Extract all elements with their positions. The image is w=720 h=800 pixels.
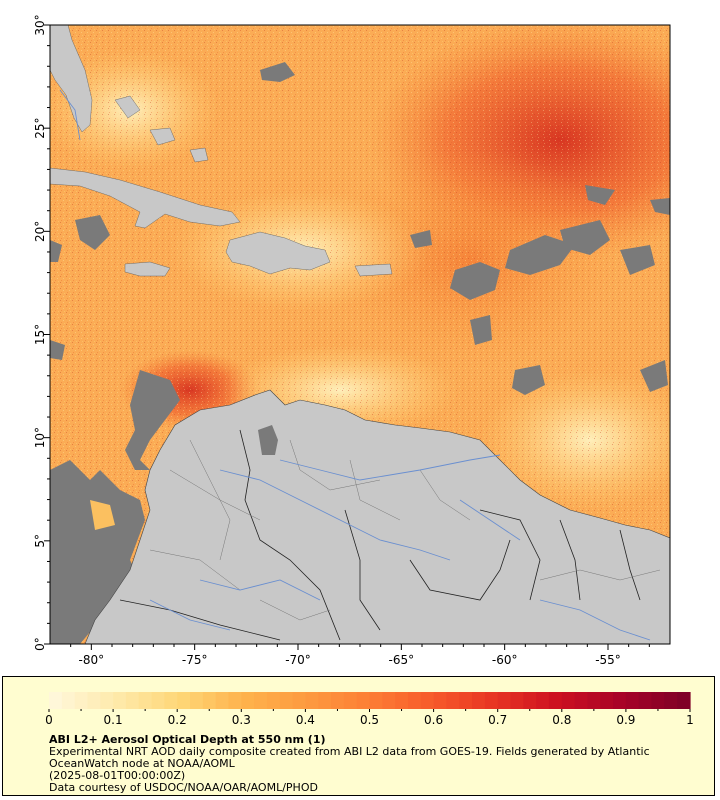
colorbar-swatch	[459, 692, 473, 709]
colorbar-swatch	[190, 692, 204, 709]
colorbar-swatch	[125, 692, 140, 709]
colorbar-swatch	[382, 692, 396, 709]
colorbar-swatch	[395, 692, 409, 709]
lake-maracaibo	[258, 425, 278, 455]
y-tick-label: 25°	[33, 118, 47, 139]
colorbar-swatch	[407, 692, 422, 709]
colorbar-swatch	[510, 692, 524, 709]
colorbar-swatch	[164, 692, 178, 709]
bahamas	[114, 95, 209, 163]
south-america	[84, 389, 670, 644]
colorbar-swatch	[343, 692, 358, 709]
colorbar-tick-label: 0.2	[168, 713, 187, 727]
axis-ticks: -80° -75° -70° -65° -60° -55° 30° 25° 20° 15° 10° 5…	[33, 14, 650, 665]
x-tick-label: -60°	[492, 653, 518, 665]
colorbar-swatch	[625, 692, 640, 709]
colorbar-swatch	[138, 692, 153, 709]
colorbar-swatch	[241, 692, 255, 709]
legend-credit: Data courtesy of USDOC/NOAA/OAR/AOML/PHO…	[49, 781, 318, 794]
colorbar-swatch	[228, 692, 242, 709]
y-tick-label: 15°	[33, 324, 47, 345]
legend-title: ABI L2+ Aerosol Optical Depth at 550 nm …	[49, 733, 326, 746]
jamaica	[124, 261, 171, 277]
colorbar-swatch	[446, 692, 460, 709]
colorbar-tick-label: 0.8	[552, 713, 571, 727]
legend-description: Experimental NRT AOD daily composite cre…	[49, 745, 650, 770]
colorbar-swatch	[177, 692, 191, 709]
colorbar-tick-label: 0.9	[616, 713, 635, 727]
hispaniola	[225, 231, 331, 275]
colorbar-swatch	[356, 692, 371, 709]
legend-date: (2025-08-01T00:00:00Z)	[49, 769, 186, 782]
colorbar-swatch	[113, 692, 127, 709]
y-tick-label: 0°	[33, 637, 47, 651]
colorbar-tick-label: 0.1	[104, 713, 123, 727]
colorbar-swatch	[420, 692, 435, 709]
colorbar-tick-label: 0.7	[488, 713, 507, 727]
colorbar-swatch	[664, 692, 678, 709]
colorbar-swatch	[254, 692, 268, 709]
colorbar-swatch	[587, 692, 601, 709]
colorbar-swatch	[202, 692, 217, 709]
colorbar-swatch	[279, 692, 294, 709]
colorbar-swatch	[497, 692, 512, 709]
colorbar-swatch	[484, 692, 499, 709]
colorbar-swatch	[369, 692, 383, 709]
colorbar: 0 0.1 0.2 0.3 0.4 0.5 0.6 0.7 0.8 0.9 1	[45, 692, 694, 727]
aod-map: -80° -75° -70° -65° -60° -55° 30° 25° 20° 15° 10° 5…	[33, 14, 671, 665]
y-tick-label: 10°	[33, 427, 47, 448]
x-tick-label: -70°	[285, 653, 311, 665]
colorbar-swatch	[266, 692, 281, 709]
colorbar-swatch	[677, 692, 691, 709]
colorbar-swatch	[523, 692, 537, 709]
state-borders	[149, 439, 661, 621]
nodata-patches	[50, 62, 670, 644]
colorbar-swatch	[292, 692, 306, 709]
colorbar-swatch	[613, 692, 627, 709]
colorbar-swatch	[305, 692, 319, 709]
colorbar-swatch	[100, 692, 114, 709]
colorbar-swatch	[638, 692, 653, 709]
islands	[50, 25, 393, 277]
rivers	[59, 89, 651, 641]
florida	[50, 25, 93, 133]
colorbar-swatch	[651, 692, 665, 709]
x-tick-label: -80°	[79, 653, 105, 665]
colorbar-swatch	[548, 692, 563, 709]
colorbar-swatch	[561, 692, 576, 709]
country-borders	[119, 429, 641, 641]
puerto-rico	[354, 263, 393, 277]
colorbar-tick-label: 0	[45, 713, 53, 727]
colorbar-swatch	[600, 692, 614, 709]
colorbar-tick-label: 0.4	[296, 713, 315, 727]
x-tick-label: -65°	[389, 653, 415, 665]
colorbar-swatch	[87, 692, 101, 709]
colorbar-tick-label: 0.3	[232, 713, 251, 727]
colorbar-swatch	[318, 692, 332, 709]
colorbar-tick-label: 1	[686, 713, 694, 727]
map-panel: -80° -75° -70° -65° -60° -55° 30° 25° 20° 15° 10° 5…	[33, 14, 671, 665]
y-tick-label: 5°	[33, 534, 47, 548]
colorbar-swatch	[74, 692, 89, 709]
colorbar-tick-label: 0.5	[360, 713, 379, 727]
colorbar-swatch	[331, 692, 345, 709]
y-tick-label: 20°	[33, 221, 47, 242]
y-tick-label: 30°	[33, 14, 47, 35]
colorbar-swatch	[215, 692, 230, 709]
legend-panel: 0 0.1 0.2 0.3 0.4 0.5 0.6 0.7 0.8 0.9 1 ABI L2+ Ae…	[2, 676, 715, 796]
colorbar-swatch	[61, 692, 76, 709]
colorbar-swatch	[49, 692, 63, 709]
x-tick-label: -75°	[182, 653, 208, 665]
colorbar-swatch	[472, 692, 486, 709]
colorbar-swatch	[536, 692, 550, 709]
cuba	[50, 167, 241, 229]
colorbar-swatch	[151, 692, 165, 709]
colorbar-swatch	[433, 692, 448, 709]
colorbar-swatch	[574, 692, 589, 709]
colorbar-tick-label: 0.6	[424, 713, 443, 727]
x-tick-label: -55°	[595, 653, 621, 665]
